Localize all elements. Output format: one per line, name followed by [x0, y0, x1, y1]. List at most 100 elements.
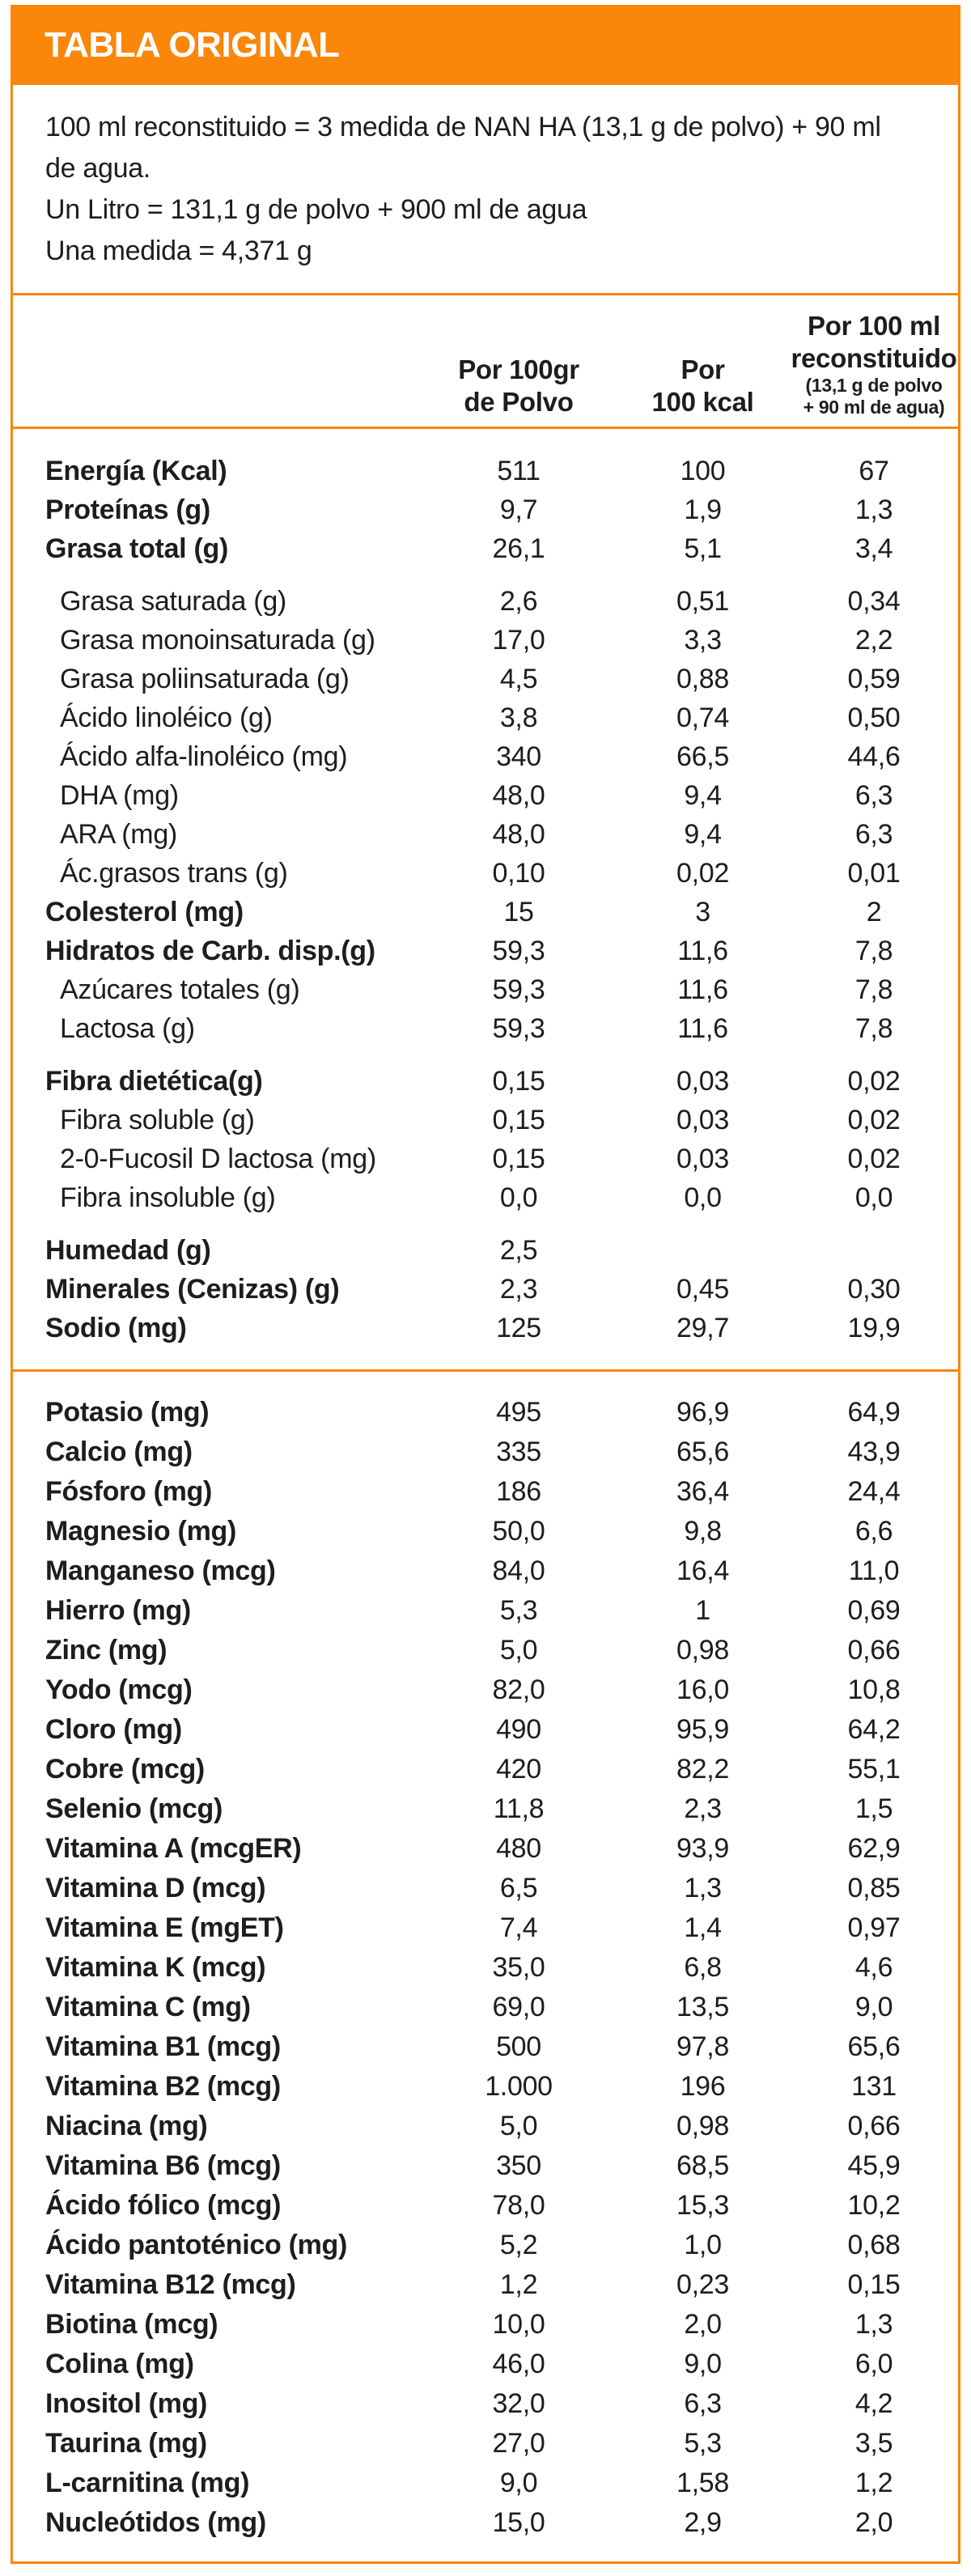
row-label: Vitamina E (mgET) [45, 1912, 284, 1943]
row-value: 9,4 [684, 779, 722, 811]
table-row: Cloro (mg) 490 95,9 64,2 [13, 1710, 958, 1750]
row-label: Biotina (mcg) [45, 2309, 218, 2340]
row-value: 9,8 [684, 1516, 722, 1547]
row-label: Ácido fólico (mcg) [45, 2190, 282, 2221]
row-value: 0,03 [676, 1104, 729, 1135]
table-section-micronutrients: Potasio (mg) 495 96,9 64,9 Calcio (mg) 335 65,… [13, 1369, 958, 2561]
row-value: 0,03 [676, 1065, 729, 1097]
row-value: 4,6 [854, 1952, 893, 1983]
row-value: 2 [866, 896, 882, 927]
row-value: 2,3 [499, 1273, 538, 1305]
row-value: 420 [496, 1754, 541, 1785]
row-value: 1,0 [684, 2230, 722, 2260]
column-headers: Por 100gr de Polvo Por 100 kcal Por 100 ml… [13, 293, 958, 427]
row-value: 0,59 [847, 663, 901, 694]
row-value: 100 [680, 455, 726, 486]
row-value: 0,02 [676, 857, 729, 889]
table-row: Colesterol (mg) 15 3 2 [13, 893, 958, 932]
row-label: Fósforo (mg) [45, 1476, 213, 1507]
row-value: 0,34 [847, 585, 901, 617]
row-value: 0,01 [847, 857, 901, 889]
row-value: 0,45 [676, 1273, 729, 1305]
row-value: 0,02 [847, 1065, 901, 1097]
table-row: Inositol (mg) 32,0 6,3 4,2 [13, 2384, 958, 2424]
table-row: Minerales (Cenizas) (g) 2,3 0,45 0,30 [13, 1270, 958, 1309]
table-row: Fósforo (mg) 186 36,4 24,4 [13, 1472, 958, 1512]
row-value: 17,0 [492, 624, 545, 656]
row-value: 1,3 [684, 1873, 722, 1903]
row-value: 125 [496, 1312, 541, 1343]
row-value: 50,0 [492, 1516, 545, 1547]
row-label: Grasa total (g) [45, 533, 228, 564]
row-value: 65,6 [847, 2031, 901, 2062]
table-row: 2-0-Fucosil D lactosa (mg) 0,15 0,03 0,02 [13, 1139, 958, 1178]
row-value: 27,0 [492, 2428, 545, 2459]
row-value: 0,0 [854, 1182, 893, 1213]
row-value: 6,5 [499, 1873, 538, 1903]
table-row: Proteínas (g) 9,7 1,9 1,3 [13, 490, 958, 529]
row-label: Ácido linoléico (g) [60, 702, 273, 733]
table-row: Grasa poliinsaturada (g) 4,5 0,88 0,59 [13, 660, 958, 698]
row-value: 495 [496, 1397, 541, 1428]
row-value: 48,0 [492, 818, 545, 850]
row-label: Ác.grasos trans (g) [60, 857, 288, 889]
row-label: Grasa saturada (g) [60, 585, 286, 617]
row-value: 69,0 [492, 1992, 545, 2022]
row-value: 11,8 [493, 1793, 545, 1824]
row-value: 95,9 [676, 1714, 729, 1745]
table-row: Hierro (mg) 5,3 1 0,69 [13, 1591, 958, 1631]
row-value: 6,6 [854, 1516, 893, 1547]
row-value: 10,0 [492, 2309, 545, 2340]
row-label: Fibra soluble (g) [60, 1104, 255, 1135]
row-value: 0,66 [847, 2111, 901, 2141]
table-row: Potasio (mg) 495 96,9 64,9 [13, 1393, 958, 1432]
row-value: 196 [680, 2071, 726, 2102]
row-label: Hidratos de Carb. disp.(g) [45, 935, 375, 966]
table-row: Energía (Kcal) 511 100 67 [13, 452, 958, 490]
table-row: Ácido fólico (mcg) 78,0 15,3 10,2 [13, 2186, 958, 2226]
table-row: Vitamina A (mcgER) 480 93,9 62,9 [13, 1829, 958, 1869]
table-row: Vitamina D (mcg) 6,5 1,3 0,85 [13, 1869, 958, 1908]
table-frame: 100 ml reconstituido = 3 medida de NAN H… [11, 85, 960, 2564]
row-label: Ácido pantoténico (mg) [45, 2230, 348, 2260]
row-label: Nucleótidos (mg) [45, 2507, 266, 2538]
row-value: 59,3 [492, 1012, 545, 1044]
row-value: 511 [497, 455, 541, 486]
row-value: 0,97 [847, 1912, 901, 1943]
row-value: 10,8 [847, 1674, 901, 1705]
row-value: 0,98 [676, 1635, 729, 1666]
row-label: Cobre (mcg) [45, 1754, 205, 1785]
table-title: TABLA ORIGINAL [45, 24, 340, 65]
row-label: Yodo (mcg) [45, 1674, 193, 1705]
table-row: Vitamina E (mgET) 7,4 1,4 0,97 [13, 1908, 958, 1948]
column-header-por-100-kcal: Por 100 kcal [616, 354, 790, 418]
intro-line-litro: Un Litro = 131,1 g de polvo + 900 ml de … [45, 194, 587, 225]
row-value: 1,2 [854, 2468, 893, 2498]
row-label: Taurina (mg) [45, 2428, 207, 2459]
row-value: 0,02 [847, 1104, 901, 1135]
row-value: 5,2 [499, 2230, 538, 2260]
table-row: Ácido linoléico (g) 3,8 0,74 0,50 [13, 698, 958, 737]
table-row: Zinc (mg) 5,0 0,98 0,66 [13, 1631, 958, 1670]
table-row: Grasa total (g) 26,1 5,1 3,4 [13, 529, 958, 568]
table-row: Ácido alfa-linoléico (mg) 340 66,5 44,6 [13, 737, 958, 776]
row-value: 78,0 [492, 2190, 545, 2221]
table-row: Hidratos de Carb. disp.(g) 59,3 11,6 7,8 [13, 932, 958, 970]
column-header-por-100g-polvo: Por 100gr de Polvo [422, 354, 616, 418]
row-value: 0,15 [847, 2269, 901, 2300]
row-value: 2,6 [499, 585, 538, 617]
row-label: Vitamina B6 (mcg) [45, 2150, 281, 2181]
row-value: 1,2 [499, 2269, 538, 2300]
row-value: 19,9 [847, 1312, 901, 1343]
table-row: Calcio (mg) 335 65,6 43,9 [13, 1432, 958, 1472]
intro-line-medida: Una medida = 4,371 g [45, 236, 312, 266]
row-label: Magnesio (mg) [45, 1516, 236, 1547]
row-label: Niacina (mg) [45, 2111, 208, 2141]
row-value: 0,98 [676, 2111, 729, 2141]
column-header-por-100-ml: Por 100 ml reconstituido (13,1 g de polvo +… [790, 310, 958, 418]
row-value: 6,0 [854, 2349, 893, 2379]
table-row: Ácido pantoténico (mg) 5,2 1,0 0,68 [13, 2226, 958, 2265]
row-value: 7,8 [854, 974, 893, 1005]
table-row: Yodo (mcg) 82,0 16,0 10,8 [13, 1670, 958, 1710]
table-title-band: TABLA ORIGINAL [11, 5, 960, 85]
